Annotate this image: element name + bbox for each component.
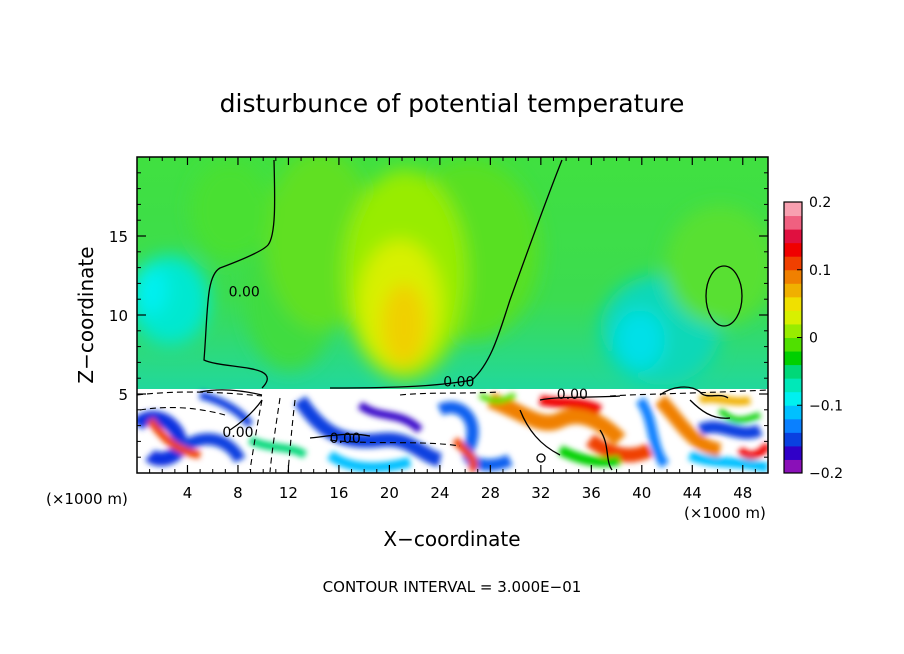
y-tick-label: 10 (109, 307, 128, 325)
colorbar-swatch (784, 229, 802, 244)
colorbar-swatch (784, 202, 802, 217)
x-axis-label: X−coordinate (383, 527, 520, 551)
x-tick-label: 48 (733, 484, 752, 502)
y-axis: 5 10 15 (109, 172, 768, 458)
colorbar-swatch (784, 310, 802, 325)
x-tick-label: 28 (481, 484, 500, 502)
x-tick-label: 24 (430, 484, 449, 502)
colorbar-swatch (784, 215, 802, 230)
x-tick-label: 36 (582, 484, 601, 502)
colorbar-swatch (784, 323, 802, 338)
colorbar-swatch (784, 269, 802, 284)
colorbar-swatch (784, 242, 802, 257)
colorbar-swatch (784, 445, 802, 460)
x-tick-label: 44 (683, 484, 702, 502)
colorbar-swatch (784, 337, 802, 352)
colorbar-swatch (784, 432, 802, 447)
y-axis-label: Z−coordinate (74, 246, 98, 383)
colorbar-swatch (784, 418, 802, 433)
colorbar-tick-label: 0.1 (809, 263, 831, 279)
contour-label: 0.00 (229, 284, 260, 300)
colorbar-swatch (784, 296, 802, 311)
colorbar-swatch (784, 378, 802, 393)
colorbar-tick-label: −0.2 (809, 466, 843, 482)
heatmap-field (137, 157, 768, 473)
colorbar (784, 202, 802, 474)
colorbar-swatch (784, 364, 802, 379)
x-tick-label: 40 (632, 484, 651, 502)
x-unit-right: (×1000 m) (684, 504, 766, 522)
colorbar-tick-label: −0.1 (809, 398, 843, 414)
colorbar-tick-label: 0.2 (809, 195, 831, 211)
colorbar-ticks: 0.2 0.1 0 −0.1 −0.2 (797, 195, 843, 482)
x-tick-label: 8 (233, 484, 243, 502)
x-unit-left: (×1000 m) (46, 490, 128, 508)
y-tick-label: 5 (118, 386, 128, 404)
x-tick-label: 4 (183, 484, 193, 502)
contour-interval: CONTOUR INTERVAL = 3.000E−01 (323, 578, 582, 596)
x-axis: 4 8 12 16 20 24 28 32 36 40 44 48 (149, 157, 756, 502)
y-tick-label: 15 (109, 228, 128, 246)
contour-label: 0.00 (222, 425, 253, 441)
contour-label: 0.00 (330, 431, 361, 447)
contour-labels: 0.00 0.00 0.00 0.00 0.00 (222, 284, 588, 447)
colorbar-tick-label: 0 (809, 331, 818, 347)
colorbar-swatch (784, 256, 802, 271)
colorbar-swatch (784, 405, 802, 420)
x-tick-label: 12 (279, 484, 298, 502)
colorbar-swatch (784, 351, 802, 366)
contour-label: 0.00 (443, 374, 474, 390)
colorbar-swatch (784, 459, 802, 474)
contour-label: 0.00 (557, 387, 588, 403)
x-tick-label: 16 (329, 484, 348, 502)
x-tick-label: 20 (380, 484, 399, 502)
colorbar-swatch (784, 391, 802, 406)
colorbar-swatch (784, 283, 802, 298)
x-tick-label: 32 (531, 484, 550, 502)
chart-title: disturbunce of potential temperature (220, 89, 685, 118)
